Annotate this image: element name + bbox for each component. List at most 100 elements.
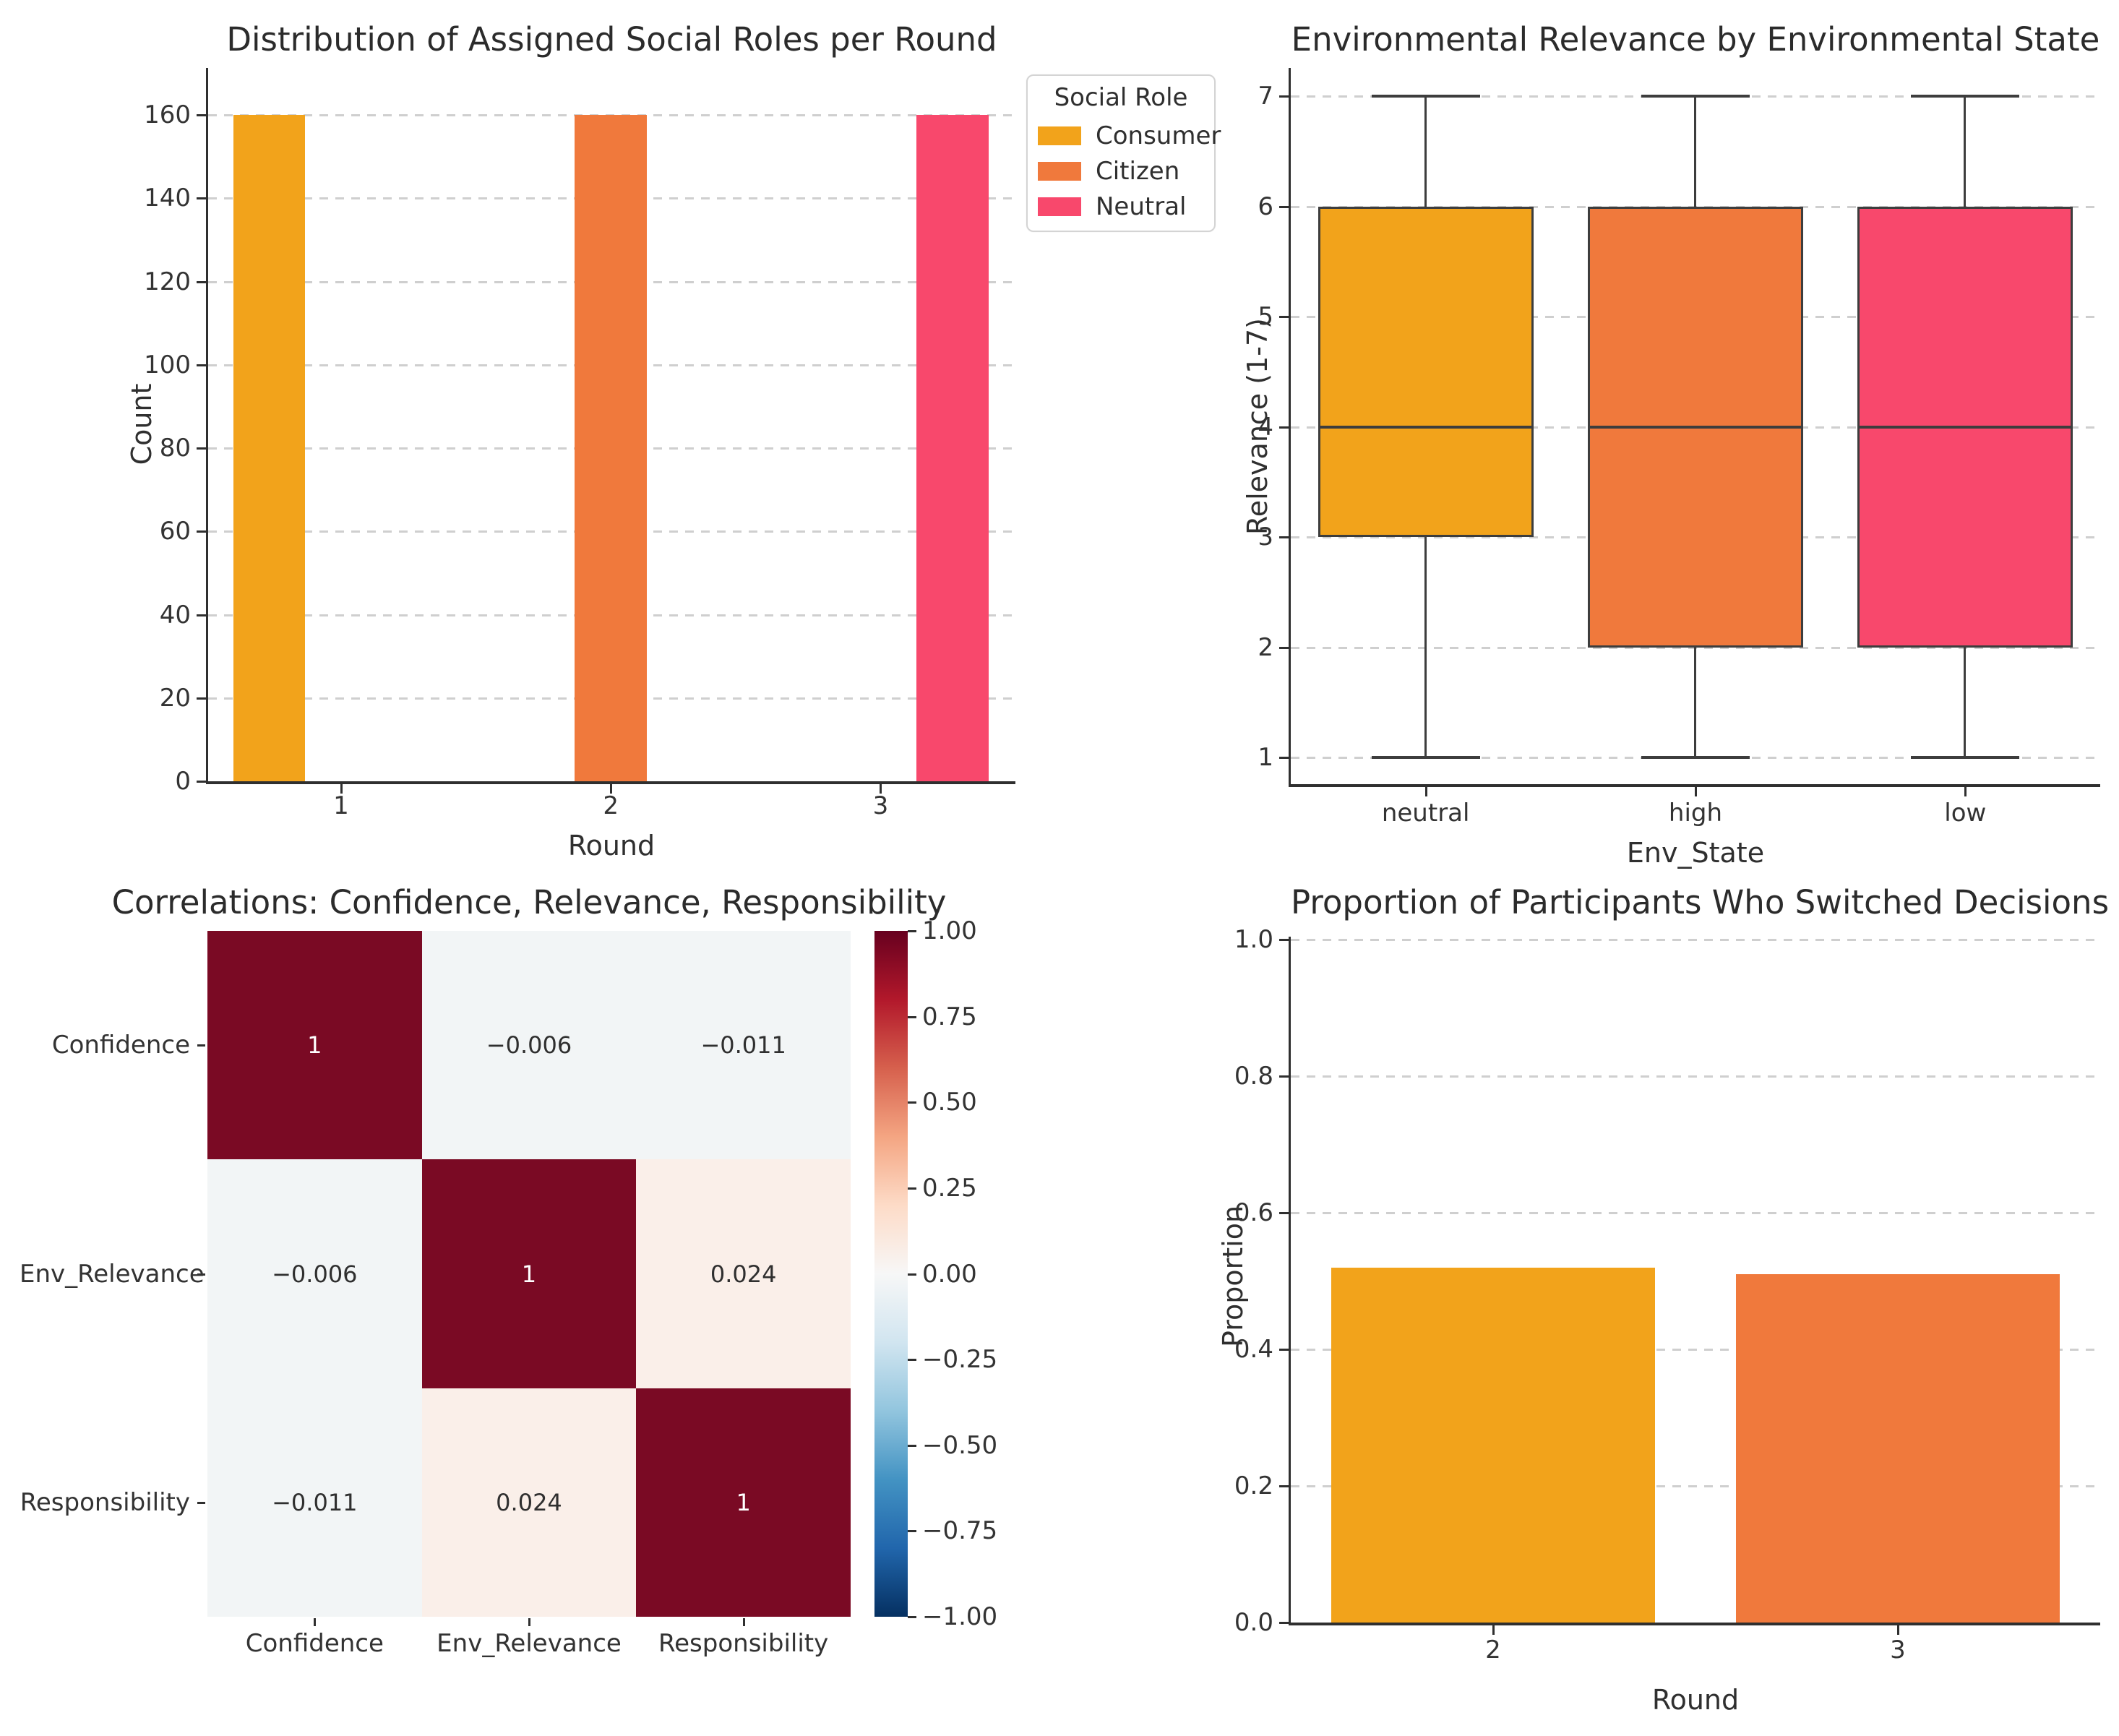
citizen-swatch-icon — [1038, 162, 1081, 181]
y-tick-label: 6 — [1258, 192, 1273, 221]
colorbar-tick-mark — [908, 930, 916, 932]
legend-label-consumer: Consumer — [1096, 121, 1221, 150]
x-tick-label: 1 — [333, 791, 349, 820]
y-tick-mark — [197, 447, 206, 450]
y-tick-label: 140 — [144, 184, 191, 213]
x-tick-label: neutral — [1381, 799, 1470, 828]
colorbar-tick-mark — [908, 1187, 916, 1190]
heatmap-row-label: Responsibility — [20, 1487, 190, 1517]
y-tick-mark — [197, 280, 206, 283]
y-axis-spine — [1289, 68, 1291, 787]
x-tick-mark — [610, 784, 613, 794]
whisker-cap-top — [1371, 95, 1480, 98]
median-line — [1318, 425, 1534, 429]
heatmap-col-label: Env_Relevance — [437, 1629, 622, 1658]
y-axis-spine — [1289, 937, 1291, 1625]
x-axis-spine — [206, 781, 1015, 784]
colorbar-tick-label: −0.75 — [922, 1516, 998, 1546]
heatmap-value: −0.006 — [272, 1260, 358, 1288]
colorbar-tick-mark — [908, 1101, 916, 1104]
colorbar-tick-mark — [908, 1273, 916, 1276]
median-line — [1588, 425, 1803, 429]
whisker-lower — [1694, 647, 1696, 757]
switched-xlabel: Round — [1651, 1684, 1740, 1716]
gridline — [1291, 939, 2100, 941]
y-tick-mark — [1279, 205, 1289, 208]
y-tick-mark — [1279, 939, 1289, 941]
box-neutral — [1318, 206, 1534, 537]
heatmap-col-label: Confidence — [245, 1629, 384, 1658]
whisker-cap-top — [1641, 95, 1750, 98]
whisker-cap-top — [1911, 95, 2020, 98]
x-tick-mark — [1424, 787, 1427, 796]
whisker-upper — [1964, 96, 1967, 207]
bar-round-3 — [1736, 1274, 2060, 1623]
whisker-lower — [1964, 647, 1967, 757]
colorbar-tick-mark — [908, 1616, 916, 1618]
colorbar-tick-label: 0.75 — [922, 1002, 977, 1031]
bar-round-2 — [1331, 1267, 1655, 1623]
y-tick-label: 1.0 — [1234, 925, 1273, 954]
heatmap-value: 0.024 — [496, 1488, 562, 1516]
y-tick-mark — [1279, 426, 1289, 429]
y-tick-label: 0.4 — [1234, 1335, 1273, 1364]
heatmap-value: −0.011 — [700, 1031, 786, 1060]
y-tick-label: 2 — [1258, 632, 1273, 662]
x-tick-label: high — [1668, 799, 1723, 828]
y-tick-mark — [197, 114, 206, 117]
legend-title: Social Role — [1054, 83, 1188, 112]
x-tick-label: 3 — [1890, 1636, 1906, 1664]
heatmap-col-tick — [742, 1618, 745, 1626]
heatmap-cell — [207, 1388, 422, 1617]
whisker-upper — [1694, 96, 1696, 207]
heatmap-value: 1 — [736, 1488, 751, 1516]
y-tick-mark — [1279, 757, 1289, 759]
x-axis-spine — [1289, 1623, 2100, 1625]
legend-item-consumer: Consumer — [1038, 121, 1221, 150]
y-tick-label: 40 — [159, 600, 191, 629]
colorbar-tick-label: −1.00 — [922, 1602, 998, 1631]
median-line — [1857, 425, 2073, 429]
consumer-swatch-icon — [1038, 126, 1081, 145]
y-tick-label: 0.0 — [1234, 1608, 1273, 1637]
colorbar-tick-label: −0.25 — [922, 1345, 998, 1375]
heatmap-row-tick — [197, 1044, 205, 1047]
y-tick-mark — [1279, 1485, 1289, 1487]
heatmap-cell — [636, 1388, 851, 1617]
colorbar-tick-label: 0.00 — [922, 1259, 977, 1289]
y-tick-label: 60 — [159, 517, 191, 546]
gridline — [1291, 1349, 2100, 1351]
heatmap-cell — [421, 931, 637, 1160]
x-tick-mark — [340, 784, 343, 794]
relevance-chart-title: Environmental Relevance by Environmental… — [1291, 20, 2100, 59]
y-tick-mark — [1279, 1212, 1289, 1214]
heatmap-cell — [421, 1388, 637, 1617]
whisker-lower — [1424, 537, 1427, 757]
heatmap-row-label: Confidence — [51, 1031, 190, 1060]
bar-citizen — [575, 115, 647, 781]
bar-consumer — [233, 115, 306, 781]
colorbar-tick-mark — [908, 1444, 916, 1447]
x-tick-mark — [1695, 787, 1697, 796]
correlations-chart-title: Correlations: Confidence, Relevance, Res… — [111, 883, 947, 921]
heatmap-cell — [636, 1159, 851, 1388]
heatmap-value: 1 — [521, 1260, 537, 1288]
x-tick-mark — [1492, 1625, 1495, 1635]
y-tick-mark — [197, 530, 206, 533]
x-tick-label: 2 — [1485, 1636, 1501, 1664]
heatmap-row-tick — [197, 1501, 205, 1504]
y-tick-label: 80 — [159, 434, 191, 463]
y-tick-mark — [1279, 316, 1289, 318]
heatmap-cell — [421, 1159, 637, 1388]
switched-chart-title: Proportion of Participants Who Switched … — [1291, 883, 2110, 921]
heatmap-col-tick — [314, 1618, 317, 1626]
x-tick-label: 2 — [603, 791, 619, 820]
bar-neutral — [916, 115, 989, 781]
colorbar-tick-mark — [908, 1015, 916, 1018]
gridline — [1291, 1075, 2100, 1078]
y-tick-mark — [1279, 1075, 1289, 1078]
heatmap-row-tick — [197, 1273, 205, 1276]
x-tick-mark — [880, 784, 882, 794]
heatmap-cell — [207, 931, 422, 1160]
